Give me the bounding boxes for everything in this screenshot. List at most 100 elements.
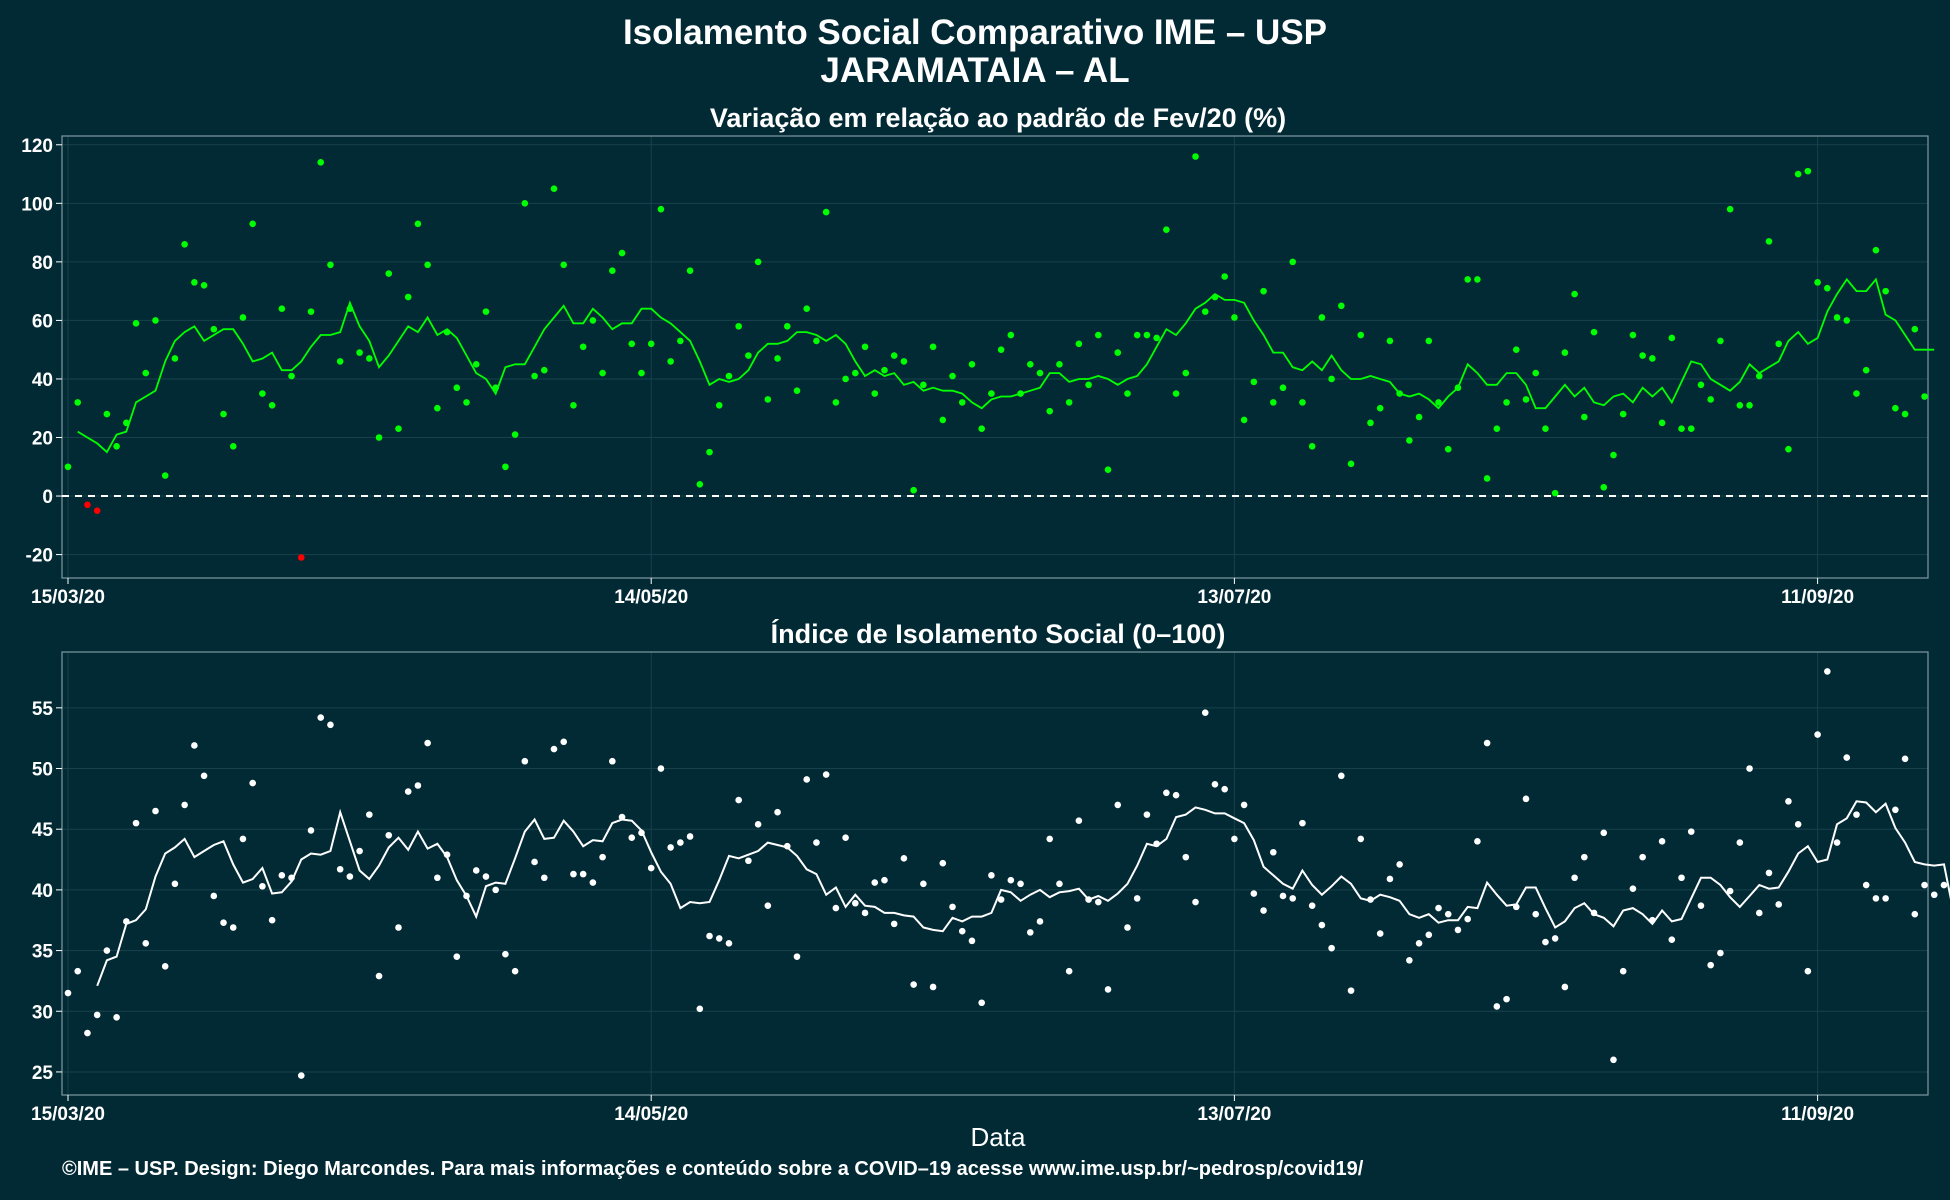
data-point (735, 796, 742, 804)
data-point (1542, 938, 1549, 946)
data-point (628, 834, 636, 841)
data-point (1765, 869, 1773, 877)
data-point (1192, 153, 1199, 160)
data-point (540, 366, 548, 374)
y-tick-label: 80 (32, 253, 53, 274)
data-point (1425, 337, 1433, 345)
data-point (609, 267, 616, 274)
data-point (123, 419, 130, 427)
data-point (521, 757, 529, 765)
data-point (890, 920, 898, 928)
data-point (715, 935, 723, 942)
data-point (1610, 1056, 1617, 1064)
data-point (472, 867, 480, 874)
data-point (531, 372, 538, 380)
data-point (1444, 445, 1452, 453)
data-point (550, 185, 558, 192)
data-point (424, 739, 431, 747)
data-point (1639, 352, 1646, 359)
data-point (278, 872, 286, 879)
data-point (1503, 995, 1510, 1003)
data-point (842, 375, 849, 383)
data-point (861, 343, 869, 351)
data-point (1299, 819, 1306, 827)
data-point (1211, 293, 1219, 301)
data-point (1269, 399, 1277, 406)
data-point (1678, 425, 1685, 433)
data-point (832, 904, 840, 912)
data-point (1464, 276, 1471, 283)
data-point (667, 844, 674, 851)
data-point (1619, 410, 1627, 418)
data-point (1240, 416, 1248, 424)
data-point (813, 839, 820, 846)
data-point (1085, 896, 1092, 903)
data-point (346, 873, 354, 880)
data-point (453, 953, 461, 960)
data-point (803, 305, 811, 313)
data-point (1853, 811, 1860, 818)
data-point (1522, 396, 1530, 403)
data-point (1046, 407, 1054, 415)
data-point (1571, 290, 1578, 298)
data-point (1697, 902, 1705, 909)
data-point (910, 981, 917, 988)
data-point (297, 554, 305, 561)
data-point (1347, 460, 1355, 468)
data-point (191, 742, 198, 749)
data-point (278, 305, 286, 313)
footer-credits: ©IME – USP. Design: Diego Marcondes. Par… (62, 1158, 1364, 1180)
data-point (64, 989, 72, 997)
data-point (793, 387, 801, 394)
data-point (1707, 396, 1714, 403)
data-point (1901, 410, 1909, 418)
data-point (978, 425, 985, 433)
data-point (1289, 258, 1297, 266)
data-point (1338, 302, 1345, 310)
data-point (1153, 334, 1160, 342)
data-point (978, 999, 985, 1007)
data-point (1736, 401, 1744, 409)
data-point (1901, 755, 1909, 763)
x-tick-label: 13/07/20 (1197, 587, 1271, 608)
x-tick-label: 14/05/20 (614, 587, 688, 608)
data-point (1824, 284, 1831, 292)
data-point (93, 1011, 101, 1019)
data-point (1338, 772, 1345, 780)
data-point (1610, 451, 1617, 459)
data-point (560, 738, 568, 746)
data-point (1114, 349, 1122, 356)
data-point (1017, 390, 1024, 397)
data-point (1551, 935, 1559, 942)
data-point (1571, 874, 1578, 882)
data-point (1201, 709, 1209, 716)
plot-area (62, 136, 1928, 578)
data-point (910, 486, 917, 494)
data-point (881, 366, 888, 374)
data-point (725, 939, 733, 947)
data-point (1639, 853, 1646, 861)
data-point (706, 932, 713, 940)
data-point (783, 322, 791, 330)
data-point (1600, 483, 1608, 491)
data-point (647, 340, 655, 348)
data-point (618, 813, 626, 821)
data-point (84, 1029, 91, 1037)
data-point (1746, 765, 1753, 772)
data-point (579, 343, 587, 351)
data-point (307, 827, 315, 834)
data-point (1940, 881, 1948, 889)
data-point (1124, 390, 1131, 397)
data-point (1211, 780, 1219, 788)
data-point (1862, 881, 1870, 889)
data-point (1221, 785, 1228, 793)
chart-title: Isolamento Social Comparativo IME – USP (622, 13, 1328, 52)
data-point (920, 880, 927, 888)
data-point (1483, 475, 1491, 482)
data-point (599, 369, 606, 377)
data-point (1911, 325, 1919, 333)
data-point (1435, 904, 1442, 912)
data-point (1454, 926, 1462, 934)
data-point (414, 782, 422, 789)
data-point (191, 279, 198, 286)
